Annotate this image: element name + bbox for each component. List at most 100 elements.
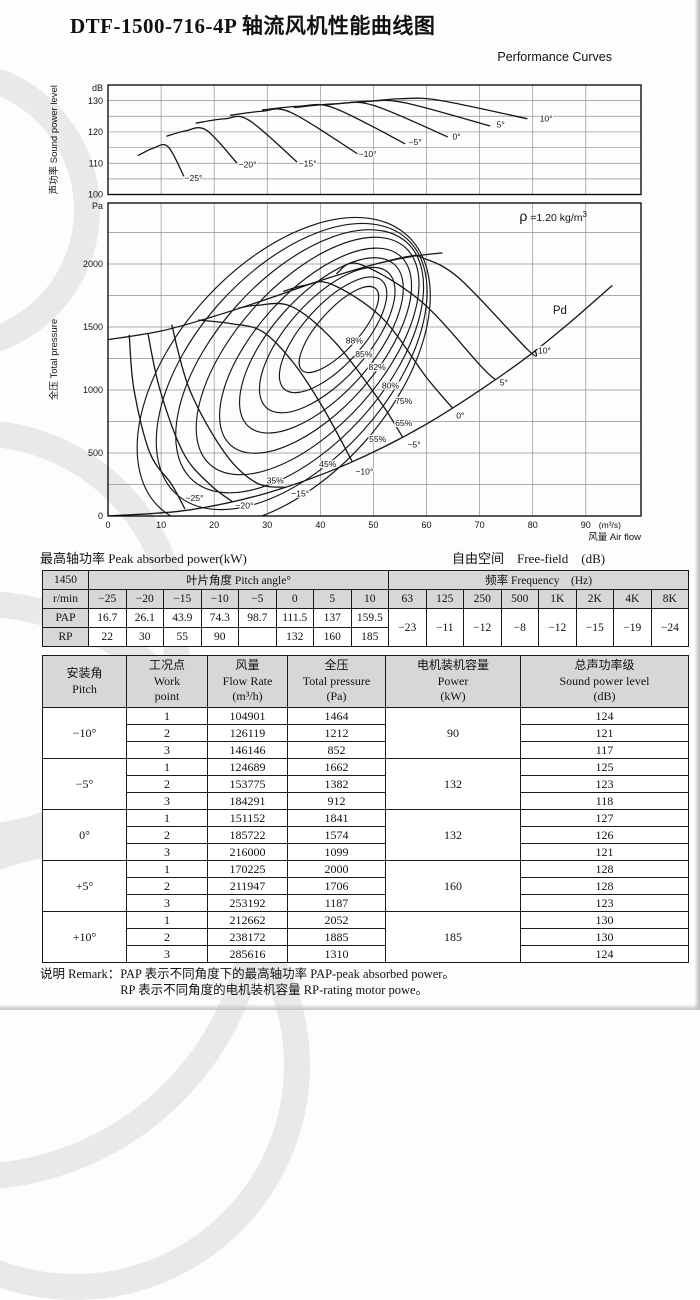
pitch-cell: +5° (42, 860, 127, 912)
curve-label: −20° (239, 160, 257, 170)
total-pressure-cell: 1885 (287, 928, 386, 946)
sound-power-cell: 117 (520, 741, 689, 759)
table-row: 3 216000 1099 121 (43, 843, 689, 861)
table-row: −10° 1 104901 1464 90 124 (42, 707, 689, 759)
remark-line-1: PAP 表示不同角度下的最高轴功率 PAP-peak absorbed powe… (120, 967, 455, 981)
column-header: −5 (238, 589, 277, 609)
y-tick-label: 130 (88, 96, 103, 106)
x-tick-label: 0 (105, 520, 110, 530)
curve-label: −15° (299, 158, 317, 168)
y-tick-label: 120 (88, 127, 103, 137)
efficiency-contour-65% (195, 236, 420, 476)
total-pressure-cell: 1099 (287, 843, 386, 861)
work-point-cell: 1 (126, 860, 208, 878)
total-pressure-cell: 1706 (287, 877, 386, 895)
pitch-cell: +10° (42, 911, 127, 963)
power-cell: 185 (385, 911, 521, 963)
table-row: PAP 16.7 26.1 43.9 74.3 98.7 111.5 137 159.5 −23… (42, 608, 690, 647)
y-axis-title: 声功率 Sound power level (48, 85, 60, 194)
table-header-row: 安装角 Pitch 工况点 Work point 风量 Flow Rate (m… (42, 655, 689, 708)
work-point-cell: 3 (126, 894, 208, 912)
curve-label: 10° (540, 114, 553, 124)
x-axis-unit: (m³/s) (599, 520, 621, 530)
efficiency-contour-85% (278, 276, 388, 394)
series-0° (283, 281, 454, 409)
series-5° (325, 99, 491, 127)
table-row: 3 285616 1310 124 (43, 945, 689, 963)
remark-label: 说明 Remark： (40, 967, 121, 981)
work-point-cell: 2 (126, 775, 208, 793)
density-annotation: ρ =1.20 kg/m3 (519, 208, 587, 224)
free-field-value: −15 (575, 608, 615, 647)
header-power: 电机装机容量 Power (kW) (385, 655, 521, 708)
efficiency-label: 55% (369, 434, 387, 444)
rp-value: 132 (275, 627, 314, 647)
header-work-point: 工况点 Work point (126, 655, 208, 708)
work-point-cell: 1 (126, 707, 208, 725)
sound-power-cell: 127 (520, 809, 689, 827)
table-row: RP 22 30 55 90 132 160 185 (42, 627, 689, 647)
series (108, 252, 613, 516)
efficiency-contour-88% (298, 285, 380, 374)
pap-value: 159.5 (350, 608, 390, 628)
series-−10° (230, 108, 358, 155)
power-cell: 132 (385, 809, 521, 861)
flow-rate-cell: 285616 (207, 945, 288, 963)
sound-power-cell: 121 (520, 843, 689, 861)
curve-label: −25° (186, 493, 204, 503)
rp-value: 160 (313, 627, 352, 647)
sound-power-cell: 121 (520, 724, 689, 742)
x-tick-label: 80 (528, 520, 538, 530)
column-header: 4K (613, 589, 652, 609)
total-pressure-cell: 1212 (287, 724, 386, 742)
series-−25° (137, 144, 185, 177)
x-tick-label: 60 (422, 520, 432, 530)
work-point-cell: 1 (126, 911, 208, 929)
pitch-cell: −10° (42, 707, 127, 759)
table-row: 2 185722 1574 126 (43, 826, 689, 844)
power-cell: 90 (385, 707, 521, 759)
series-−10° (198, 319, 353, 462)
free-field-value: −12 (463, 608, 502, 647)
sound-power-cell: 130 (520, 911, 689, 929)
series-−5° (237, 302, 404, 438)
series (137, 97, 528, 177)
flow-rate-cell: 170225 (207, 860, 288, 878)
x-tick-label: 50 (368, 520, 378, 530)
efficiency-label: 35% (267, 475, 285, 485)
efficiency-contour-35% (136, 216, 431, 516)
total-pressure-cell: 1464 (287, 707, 386, 725)
column-header: 63 (388, 589, 427, 609)
x-tick-label: 30 (262, 520, 272, 530)
curve-label: 5° (500, 378, 508, 388)
y-tick-label: 110 (89, 158, 103, 168)
total-pressure-cell: 1382 (287, 775, 386, 793)
total-pressure-cell: 912 (287, 792, 386, 810)
series-10° (357, 97, 528, 120)
pitch-frequency-table: 1450 叶片角度 Pitch angle° 频率 Frequency (Hz)… (42, 570, 690, 647)
column-header: 125 (425, 589, 465, 609)
pap-value: 111.5 (275, 608, 314, 628)
y-tick-label: 500 (88, 448, 103, 458)
column-header: 5 (313, 589, 352, 609)
power-cell: 132 (385, 758, 521, 810)
header-pitch: 安装角 Pitch (42, 655, 127, 708)
flow-rate-cell: 238172 (207, 928, 288, 946)
table-row: +10° 1 212662 2052 185 130 (42, 911, 689, 963)
fan-speed: 1450 (42, 570, 89, 590)
pitch-angle-header: 叶片角度 Pitch angle° (87, 570, 390, 590)
curve-label: −15° (291, 488, 309, 498)
work-point-cell: 3 (126, 792, 208, 810)
header-sound-power: 总声功率级 Sound power level (dB) (520, 655, 689, 708)
table-row: −5° 1 124689 1662 132 125 (42, 758, 689, 810)
header-flow-rate: 风量 Flow Rate (m³/h) (207, 655, 288, 708)
efficiency-label: 75% (395, 396, 413, 406)
header-total-pressure: 全压 Total pressure (Pa) (287, 655, 386, 708)
column-header: 1K (538, 589, 577, 609)
labels: −25° −20° −15° −10° −5° 0° 5° 10° Pd 88% 85% 82% 80%… (48, 201, 641, 543)
column-header: 2K (575, 589, 615, 609)
sound-power-cell: 125 (520, 758, 689, 776)
curve-label: −10° (355, 466, 373, 476)
work-point-cell: 3 (126, 945, 208, 963)
